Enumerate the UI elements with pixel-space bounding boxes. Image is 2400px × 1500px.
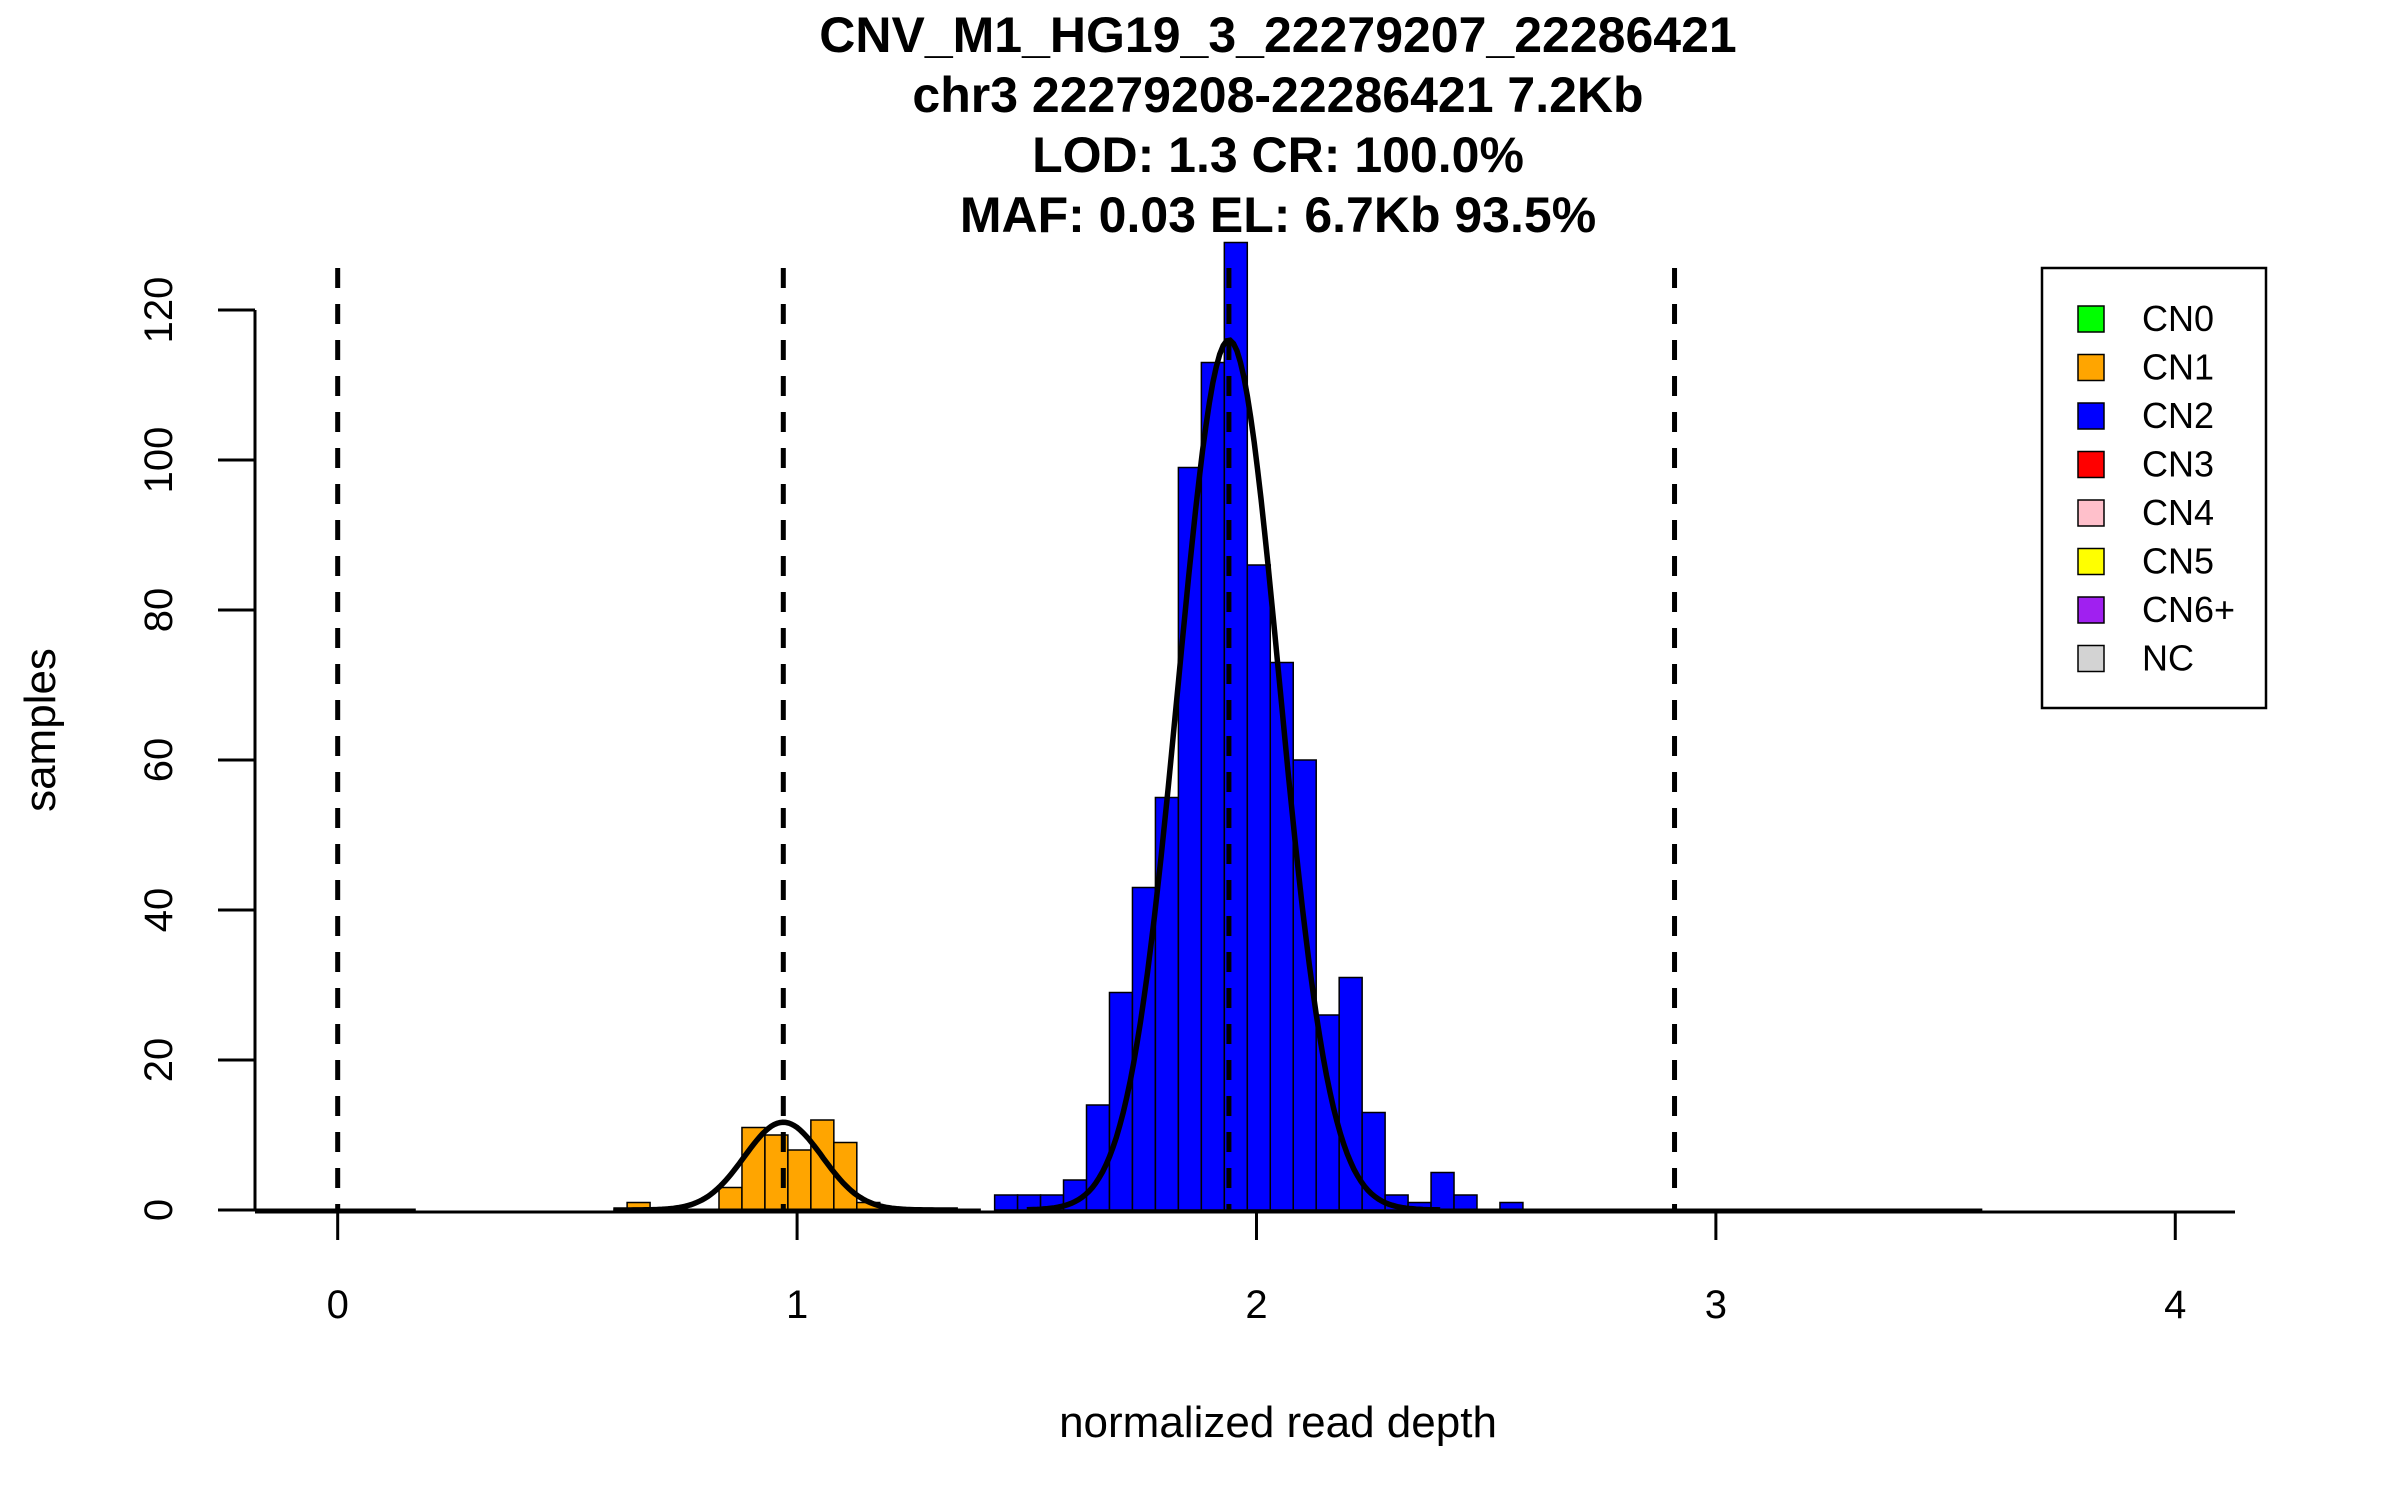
- y-tick-label-4: 80: [137, 588, 181, 633]
- legend-label-cn3: CN3: [2142, 444, 2214, 485]
- legend-label-cn5: CN5: [2142, 541, 2214, 582]
- legend-label-cn0: CN0: [2142, 298, 2214, 339]
- bar-cn1-2: [741, 1126, 766, 1211]
- legend-label-cn1: CN1: [2142, 347, 2214, 388]
- bar-cn2-11: [1246, 564, 1272, 1211]
- legend-swatch-cn1: [2077, 353, 2105, 382]
- x-axis: 0 1 2 3 4: [255, 1210, 2235, 1327]
- bar-cn2-12: [1269, 661, 1294, 1211]
- legend-label-nc: NC: [2142, 638, 2194, 679]
- legend-label-cn2: CN2: [2142, 395, 2214, 436]
- legend-swatch-cn0: [2077, 305, 2105, 333]
- title-line-2: chr3 22279208-22286421 7.2Kb: [912, 67, 1643, 123]
- legend-swatch-cn3: [2077, 450, 2105, 479]
- copy-number-legend: CN0 CN1 CN2 CN3 CN4 CN5 CN6+ NC: [2040, 266, 2268, 710]
- title-line-4: MAF: 0.03 EL: 6.7Kb 93.5%: [960, 187, 1596, 243]
- bar-cn2-9: [1200, 361, 1226, 1211]
- x-tick-label-2: 2: [1245, 1283, 1267, 1327]
- y-tick-label-5: 100: [137, 427, 181, 494]
- title-line-3: LOD: 1.3 CR: 100.0%: [1032, 127, 1524, 183]
- y-tick-label-2: 40: [137, 888, 181, 933]
- bar-cn2-19: [1430, 1171, 1455, 1211]
- legend-swatch-cn2: [2077, 402, 2105, 430]
- legend-swatch-cn6plus: [2077, 596, 2105, 624]
- histogram-bars: [626, 241, 1524, 1211]
- bar-cn2-5: [1108, 991, 1134, 1211]
- x-tick-label-0: 0: [327, 1283, 349, 1327]
- fit-curve-2: [1026, 337, 1441, 1213]
- fit-curve-1: [613, 1119, 958, 1213]
- legend-swatch-cn5: [2077, 547, 2105, 576]
- y-tick-label-6: 120: [137, 277, 181, 344]
- legend-swatch-nc: [2077, 644, 2105, 673]
- bar-cn1-4: [787, 1149, 812, 1211]
- copy-number-reference-lines: [335, 268, 1678, 1210]
- bar-cn2-0: [993, 1194, 1019, 1211]
- x-tick-label-3: 3: [1705, 1283, 1727, 1327]
- y-tick-label-3: 60: [137, 738, 181, 783]
- bar-cn2-16: [1361, 1111, 1386, 1211]
- gaussian-fit-curves: [613, 337, 1441, 1213]
- y-tick-label-0: 0: [137, 1199, 181, 1221]
- x-axis-label: normalized read depth: [1059, 1398, 1497, 1447]
- bar-cn2-20: [1453, 1194, 1478, 1211]
- title-line-1: CNV_M1_HG19_3_22279207_22286421: [819, 7, 1736, 63]
- legend-label-cn6plus: CN6+: [2142, 589, 2235, 630]
- y-axis-label: samples: [16, 648, 65, 812]
- y-tick-label-1: 20: [137, 1038, 181, 1083]
- bar-cn1-1: [718, 1186, 743, 1211]
- chart-title: CNV_M1_HG19_3_22279207_22286421 chr3 222…: [819, 7, 1736, 243]
- bar-cn2-4: [1085, 1104, 1111, 1211]
- x-tick-label-4: 4: [2164, 1283, 2186, 1327]
- legend-swatch-cn4: [2077, 499, 2105, 527]
- x-tick-label-1: 1: [786, 1283, 808, 1327]
- legend-label-cn4: CN4: [2142, 492, 2214, 533]
- y-axis: 0 20 40 60 80 100 120: [137, 277, 257, 1221]
- legend-box: [2040, 266, 2268, 710]
